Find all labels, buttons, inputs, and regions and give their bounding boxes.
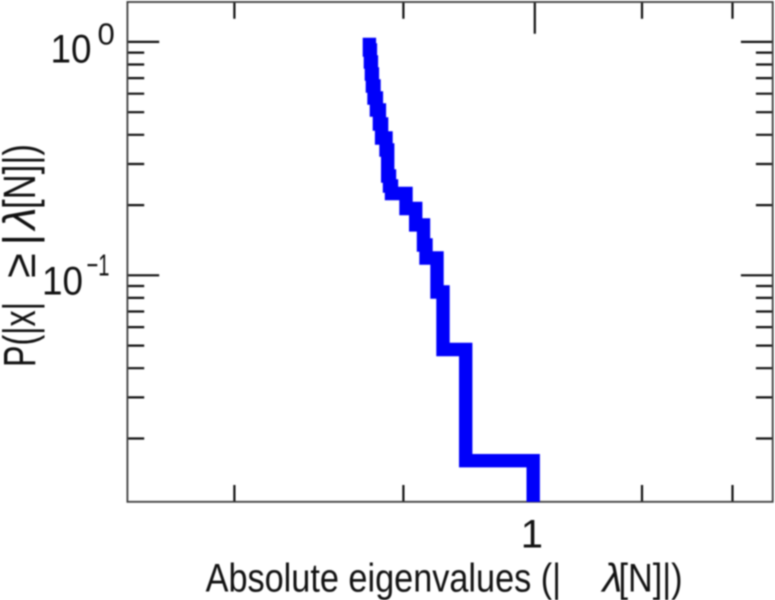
svg-text:Absolute eigenvalues (|: Absolute eigenvalues (|: [206, 557, 561, 600]
svg-text:[N]|): [N]|): [0, 144, 45, 209]
svg-text:−1: −1: [87, 247, 110, 282]
svg-text:1: 1: [521, 513, 543, 557]
svg-text:λ: λ: [0, 207, 45, 232]
svg-text:λ: λ: [601, 557, 623, 600]
svg-text:0: 0: [98, 16, 115, 51]
svg-text:10: 10: [42, 260, 83, 304]
svg-text:≥: ≥: [0, 253, 45, 278]
svg-text:[N]|): [N]|): [619, 557, 683, 600]
svg-text:10: 10: [51, 28, 92, 72]
svg-text:P(|x|: P(|x|: [0, 302, 45, 367]
svg-text:|: |: [0, 234, 45, 246]
